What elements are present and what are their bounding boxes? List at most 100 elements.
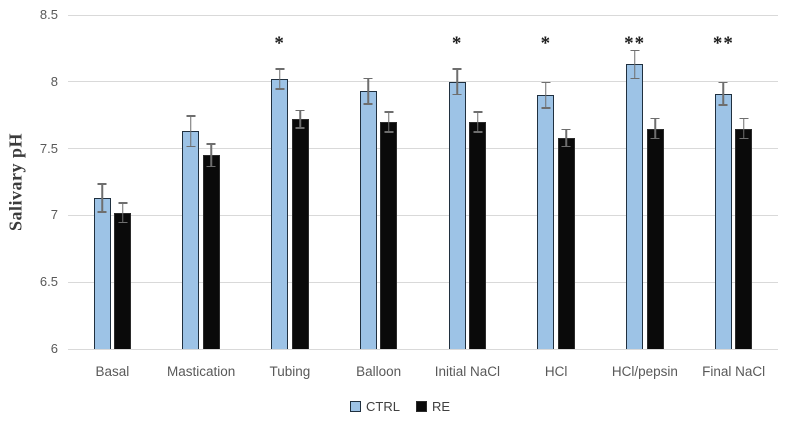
error-bar-part <box>541 81 551 84</box>
error-bar-part <box>118 221 128 224</box>
error-bar-part <box>206 165 216 168</box>
x-category-label: HCl <box>544 364 568 379</box>
error-bar-part <box>190 115 192 148</box>
gridline <box>68 214 778 216</box>
error-bar-ctrl <box>271 68 288 90</box>
significance-marker: * <box>540 33 552 54</box>
error-bar-ctrl <box>715 81 732 106</box>
error-bar-part <box>295 127 305 129</box>
error-bar-part <box>743 117 745 140</box>
error-bar-part <box>384 111 394 113</box>
bar-re <box>735 128 753 349</box>
error-bar-part <box>275 68 285 70</box>
legend-label-re: RE <box>431 399 450 414</box>
error-bar-part <box>561 145 571 148</box>
y-tick-label: 7 <box>50 207 58 223</box>
x-category-label: HCl/pepsin <box>611 364 678 379</box>
error-bar-re <box>647 117 664 140</box>
error-bar-part <box>118 202 128 204</box>
error-bar-ctrl <box>449 68 466 96</box>
significance-marker: * <box>451 33 463 54</box>
error-bar-part <box>121 202 124 224</box>
error-bar-part <box>561 128 571 131</box>
error-bar-part <box>299 109 301 129</box>
x-category-label: Balloon <box>356 364 402 379</box>
y-tick-label: 8 <box>50 73 58 89</box>
x-category-label: Mastication <box>166 364 236 379</box>
error-bar-part <box>476 111 479 133</box>
x-category-label: Final NaCl <box>702 364 766 379</box>
gridline <box>68 148 778 150</box>
error-bar-re <box>292 109 309 129</box>
bar-re <box>557 137 575 349</box>
error-bar-re <box>114 202 131 224</box>
error-bar-part <box>565 128 568 148</box>
bar-ctrl <box>626 64 644 349</box>
legend-item-ctrl: CTRL <box>349 399 400 414</box>
bar-ctrl <box>93 198 111 349</box>
error-bar-part <box>739 137 749 140</box>
error-bar-part <box>210 143 213 168</box>
gridline <box>68 281 778 283</box>
error-bar-part <box>452 68 462 70</box>
error-bar-part <box>718 104 728 106</box>
gridline <box>68 81 778 83</box>
legend-label-ctrl: CTRL <box>365 399 400 414</box>
error-bar-part <box>363 103 373 105</box>
error-bar-part <box>388 111 390 133</box>
error-bar-part <box>186 145 196 148</box>
legend-item-re: RE <box>415 399 450 414</box>
error-bar-part <box>186 115 196 117</box>
error-bar-part <box>650 117 660 120</box>
error-bar-part <box>633 49 636 80</box>
y-tick-label: 6.5 <box>39 274 58 290</box>
bar-re <box>202 155 220 349</box>
error-bar-part <box>363 77 373 80</box>
significance-marker: ** <box>712 33 734 54</box>
bar-re <box>380 121 398 349</box>
error-bar-re <box>735 117 752 140</box>
error-bar-re <box>380 111 397 133</box>
error-bar-part <box>718 81 728 84</box>
error-bar-part <box>278 68 281 90</box>
error-bar-part <box>545 81 547 109</box>
y-tick-label: 7.5 <box>39 140 58 156</box>
bar-ctrl <box>714 93 732 349</box>
legend-swatch-re <box>415 401 427 412</box>
error-bar-part <box>739 117 749 120</box>
bar-ctrl <box>448 81 466 349</box>
error-bar-part <box>722 81 725 106</box>
error-bar-part <box>654 117 656 140</box>
error-bar-part <box>541 107 551 109</box>
error-bar-ctrl <box>537 81 554 109</box>
error-bar-part <box>452 93 462 96</box>
error-bar-ctrl <box>182 115 199 148</box>
bar-re <box>646 128 664 349</box>
y-tick-label: 6 <box>50 341 58 356</box>
plot-area: * * * ** ** <box>68 14 778 350</box>
bar-re <box>469 121 487 349</box>
error-bar-ctrl <box>626 49 643 80</box>
bar-ctrl <box>182 131 200 349</box>
legend: CTRL RE <box>0 399 800 414</box>
error-bar-part <box>456 68 458 96</box>
x-category-label: Basal <box>95 364 130 379</box>
error-bar-part <box>630 49 640 52</box>
bar-re <box>114 212 132 349</box>
error-bar-part <box>295 109 305 112</box>
x-category-label: Initial NaCl <box>434 364 501 379</box>
bar-ctrl <box>271 79 289 349</box>
error-bar-part <box>97 211 107 213</box>
error-bar-part <box>384 131 394 133</box>
error-bar-part <box>630 77 640 80</box>
gridline <box>68 14 778 16</box>
gridline <box>68 348 778 350</box>
error-bar-part <box>473 111 483 113</box>
legend-swatch-ctrl <box>349 401 361 412</box>
error-bar-re <box>203 143 220 168</box>
significance-marker: ** <box>624 33 646 54</box>
error-bar-part <box>650 137 660 140</box>
error-bar-ctrl <box>94 183 111 213</box>
significance-marker: * <box>274 33 285 54</box>
